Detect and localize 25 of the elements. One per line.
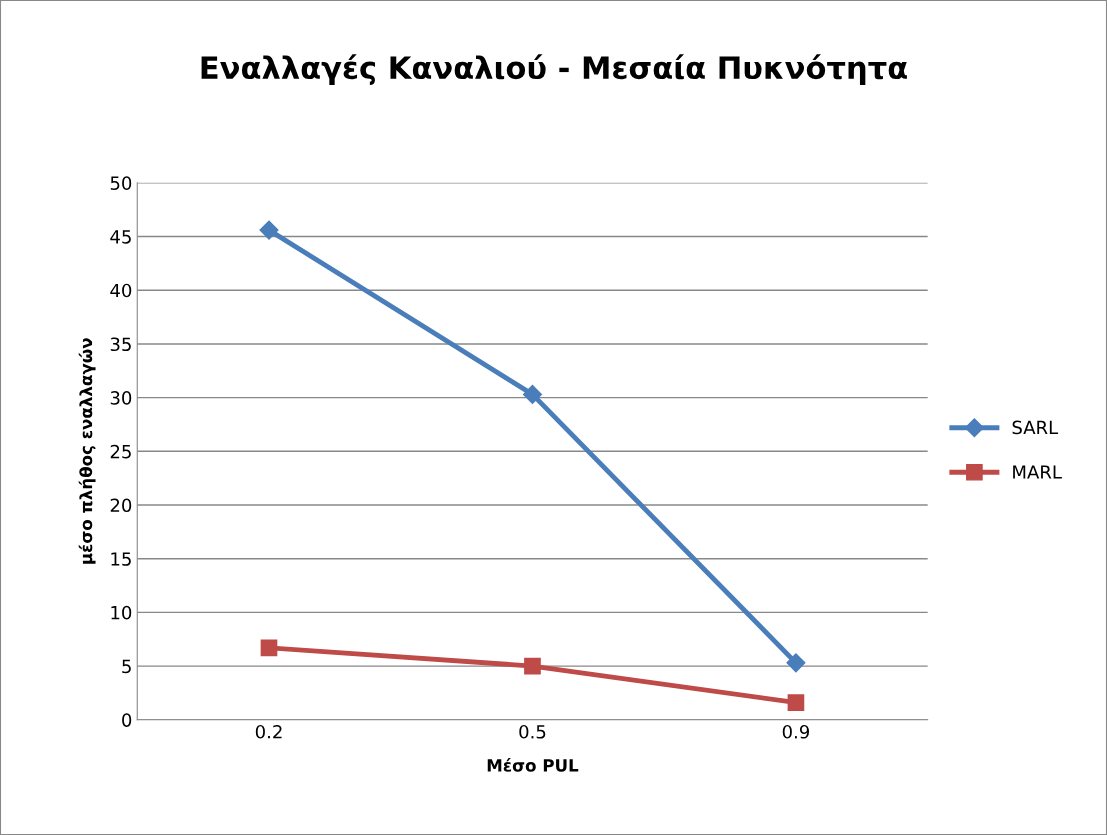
x-tick-label: 0.5: [519, 724, 546, 739]
y-tick-label: 10: [111, 605, 132, 620]
point: [522, 384, 543, 404]
x-tick-label: 0.2: [255, 724, 282, 739]
y-tick-label: 50: [110, 176, 132, 190]
y-tick-label: 45: [110, 230, 131, 244]
y-tick-label: 35: [110, 337, 131, 352]
y-tick-label: 15: [111, 552, 131, 566]
point: [259, 220, 279, 240]
point: [260, 639, 278, 657]
y-tick-label: 25: [110, 444, 131, 459]
legend-label: SARL: [1012, 420, 1059, 435]
point: [787, 694, 805, 711]
y-tick-label: 0: [122, 713, 132, 727]
y-tick-label: 20: [110, 498, 132, 513]
y-tick-label: 5: [122, 659, 131, 674]
point: [786, 653, 806, 673]
chart-title: Εναλλαγές Καναλιού - Μεσαία Πυκνότητα: [201, 54, 907, 86]
point: [524, 657, 541, 675]
legend-label: MARL: [1013, 465, 1062, 479]
y-tick-label: 30: [110, 391, 132, 405]
y-tick-label: 40: [110, 283, 132, 298]
x-tick-label: 0.9: [782, 724, 810, 739]
y-axis-title: μέσο πλήθος εναλλαγών: [78, 338, 96, 564]
x-axis-title: Μέσο PUL: [487, 758, 579, 772]
